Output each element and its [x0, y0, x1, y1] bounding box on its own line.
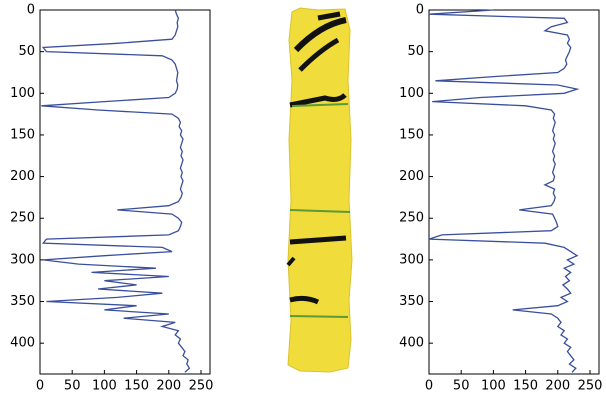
y-tick-label: 0	[27, 3, 35, 18]
y-tick-label: 300	[399, 252, 424, 267]
x-tick-label: 100	[92, 379, 117, 394]
y-tick-label: 250	[399, 211, 424, 226]
x-tick-label: 200	[156, 379, 181, 394]
x-tick-label: 100	[481, 379, 506, 394]
y-tick-label: 200	[399, 169, 424, 184]
y-tick-label: 350	[10, 294, 35, 309]
y-tick-label: 0	[416, 3, 424, 18]
x-tick-label: 200	[545, 379, 570, 394]
y-tick-label: 400	[10, 336, 35, 351]
paper-strip-image	[286, 7, 353, 373]
y-tick-label: 300	[10, 252, 35, 267]
y-tick-label: 50	[18, 44, 35, 59]
x-tick-label: 250	[578, 379, 603, 394]
profile-line	[41, 9, 191, 373]
axes-frame	[39, 9, 211, 375]
y-tick-label: 400	[399, 336, 424, 351]
x-tick-label: 150	[124, 379, 149, 394]
y-tick-label: 100	[399, 86, 424, 101]
axes-frame	[428, 9, 600, 375]
x-tick-label: 50	[453, 379, 470, 394]
profile-line	[428, 9, 580, 373]
x-tick-label: 0	[425, 379, 433, 394]
x-tick-label: 50	[64, 379, 81, 394]
y-tick-label: 150	[399, 127, 424, 142]
x-tick-label: 150	[513, 379, 538, 394]
y-tick-label: 150	[10, 127, 35, 142]
y-tick-label: 350	[399, 294, 424, 309]
y-tick-label: 250	[10, 211, 35, 226]
y-tick-label: 100	[10, 86, 35, 101]
y-tick-label: 200	[10, 169, 35, 184]
x-tick-label: 250	[189, 379, 214, 394]
x-tick-label: 0	[36, 379, 44, 394]
y-tick-label: 50	[407, 44, 424, 59]
